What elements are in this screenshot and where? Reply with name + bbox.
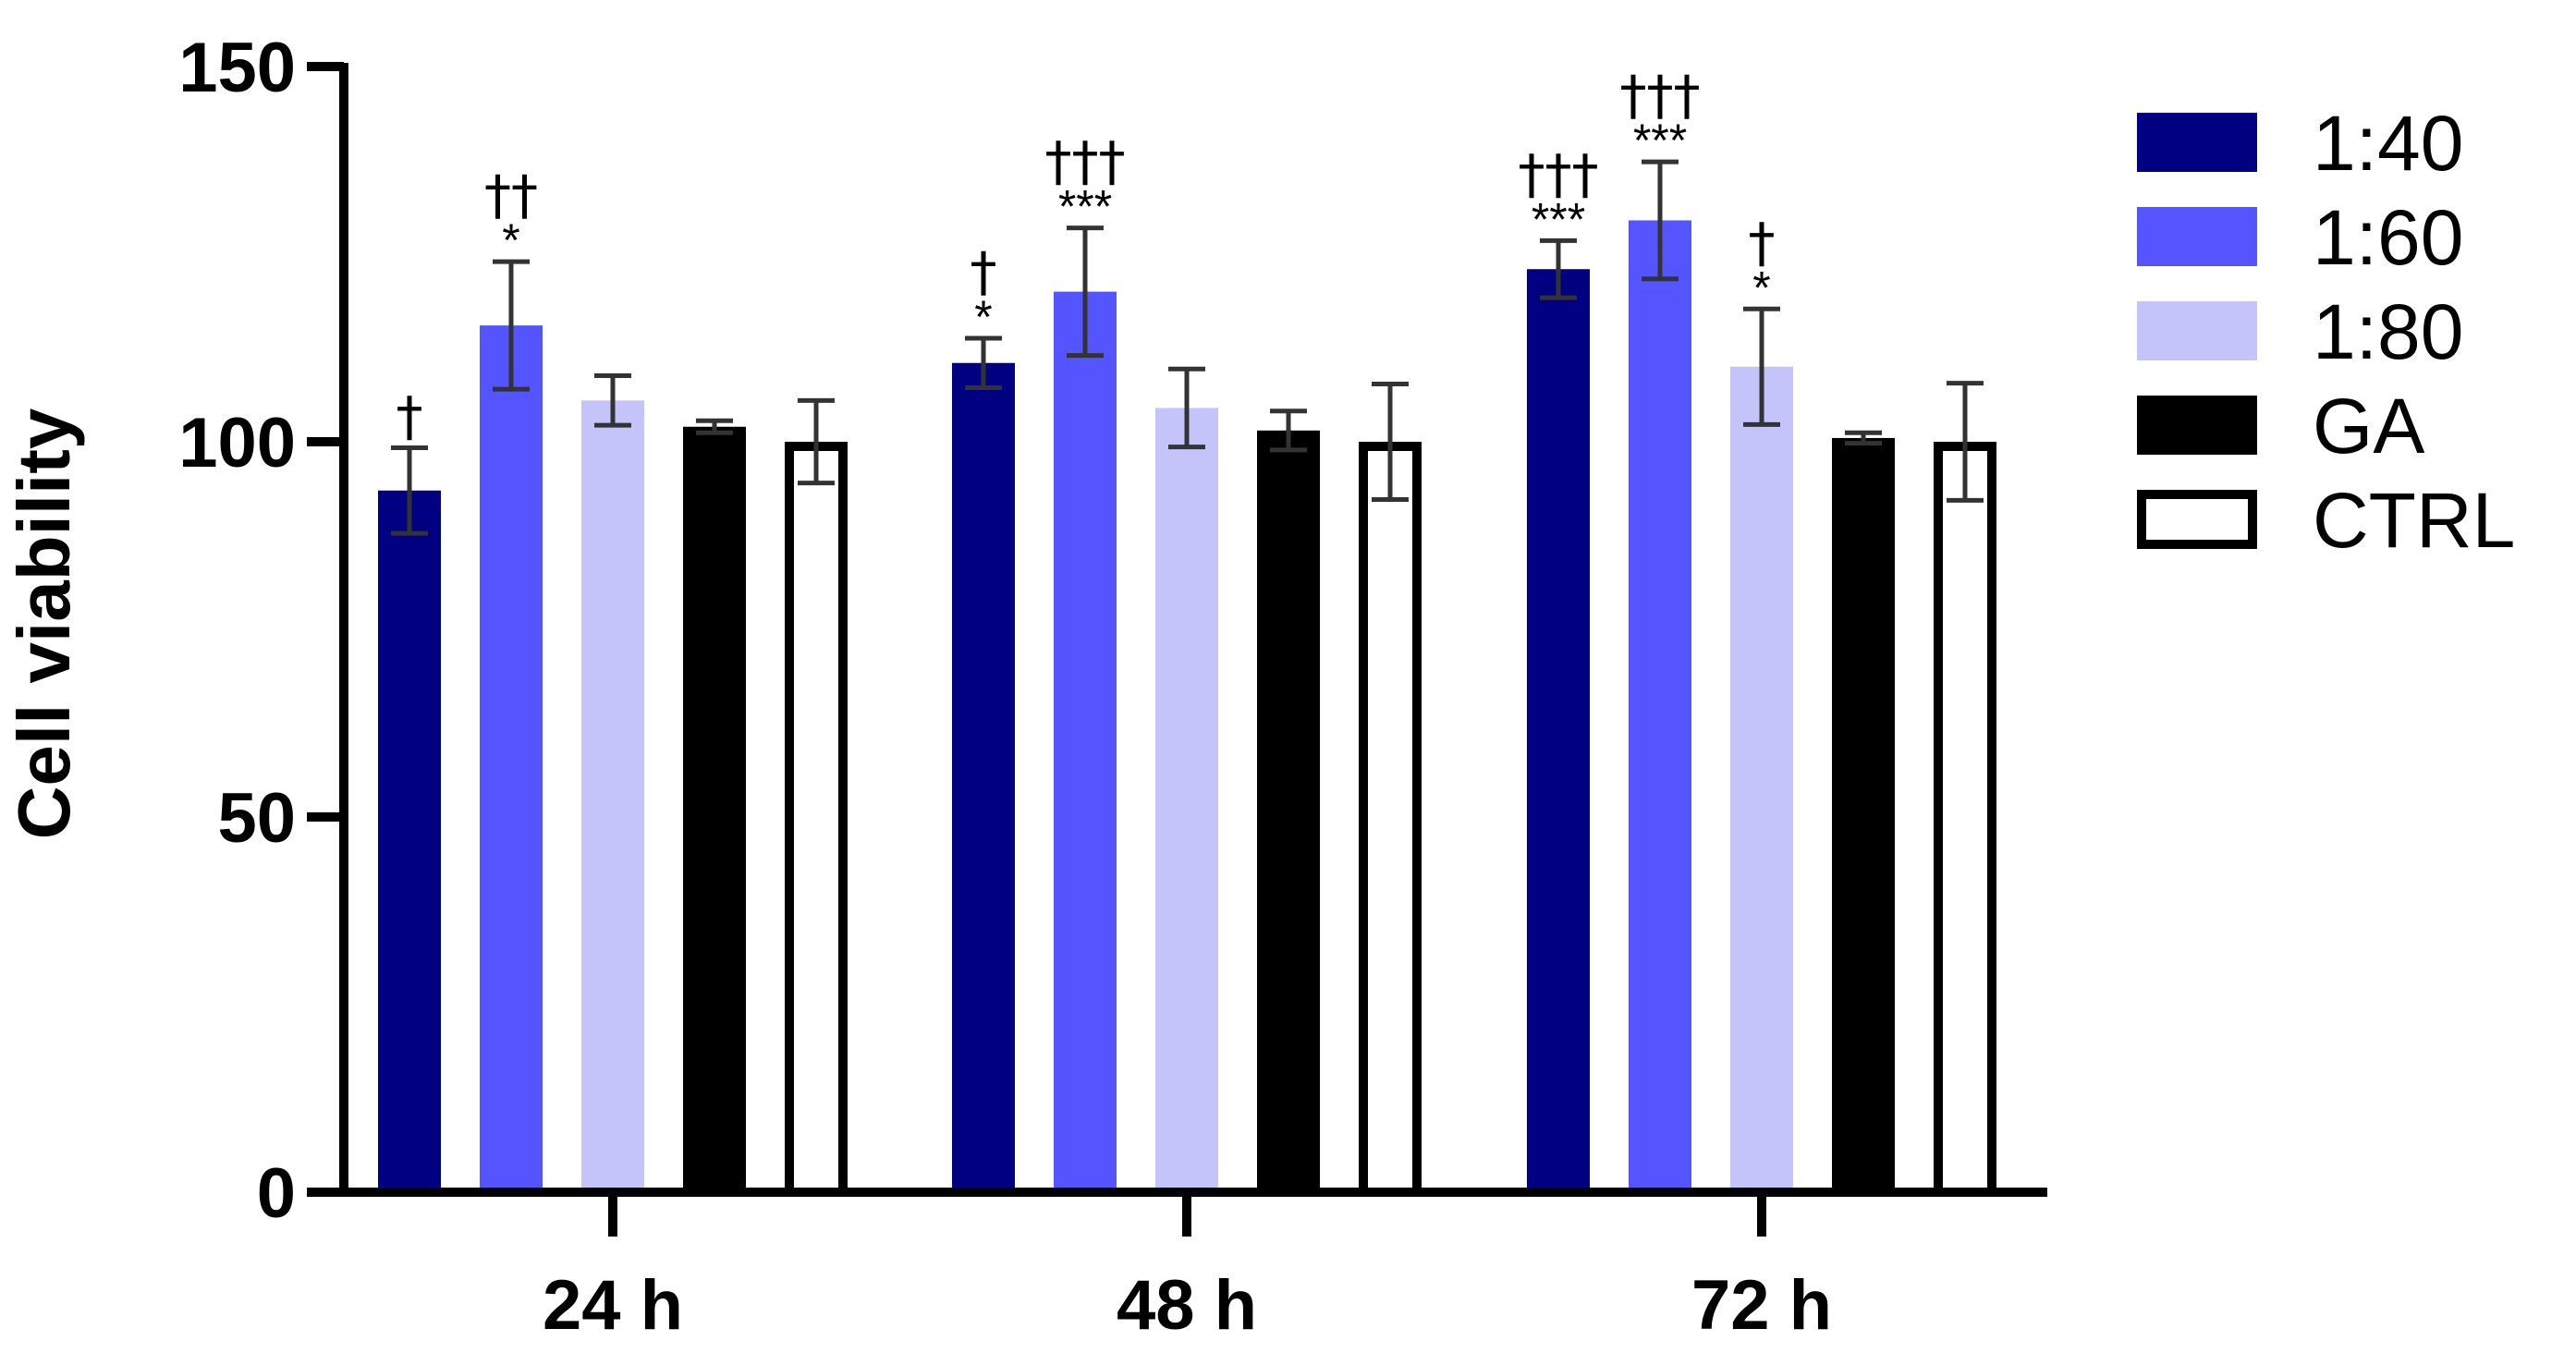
significance-daggers: † [397, 384, 423, 447]
bar-ga-72h [1832, 437, 1895, 1192]
legend-item-1-40: 1:40 [2137, 100, 2464, 187]
x-tick-label: 72 h [1691, 1266, 1832, 1345]
error-bar [1743, 306, 1780, 427]
bar-1-40-48h [952, 362, 1015, 1192]
significance-stars: * [502, 214, 519, 266]
legend-swatch [2137, 207, 2257, 266]
significance-daggers: ††† [1045, 130, 1126, 193]
bar-1-60-72h [1629, 220, 1691, 1193]
legend-label: GA [2313, 383, 2424, 469]
significance-stars: * [974, 291, 992, 343]
y-axis-title: Cell viability [3, 408, 85, 839]
y-tick-label: 100 [178, 404, 296, 482]
legend-label: CTRL [2313, 477, 2515, 564]
significance-daggers: ††† [1620, 64, 1701, 127]
legend-swatch [2137, 301, 2257, 360]
bar-ctrl-24h [785, 442, 848, 1197]
error-bar [965, 335, 1002, 391]
legend-item-ctrl: CTRL [2137, 477, 2515, 564]
error-bar [1947, 381, 1984, 503]
y-tick-label: 0 [257, 1154, 296, 1233]
legend-swatch [2137, 490, 2257, 549]
bars-layer [378, 220, 1996, 1197]
legend-item-1-80: 1:80 [2137, 288, 2464, 375]
legend-swatch [2137, 396, 2257, 455]
error-bar [391, 445, 428, 536]
error-bar [1067, 226, 1104, 359]
bar-1-80-72h [1730, 366, 1793, 1192]
bar-1-80-24h [581, 400, 644, 1193]
legend-label: 1:80 [2313, 288, 2464, 375]
error-bar [1270, 408, 1307, 453]
legend-item-ga: GA [2137, 383, 2424, 469]
bar-ctrl-48h [1359, 442, 1422, 1197]
significance-daggers: † [1749, 211, 1776, 274]
legend-item-1-60: 1:60 [2137, 194, 2464, 281]
error-bar [1845, 430, 1882, 446]
bar-ga-48h [1257, 430, 1320, 1192]
bar-1-60-24h [480, 325, 543, 1192]
error-bar [493, 259, 530, 392]
significance-stars: *** [1633, 115, 1687, 166]
error-bars-layer [391, 159, 1984, 536]
error-bar [696, 418, 733, 435]
error-bar [1168, 366, 1205, 450]
legend-label: 1:60 [2313, 194, 2464, 281]
error-bar [1642, 159, 1679, 282]
legend-swatch [2137, 113, 2257, 172]
legend-label: 1:40 [2313, 100, 2464, 187]
error-bar [594, 373, 631, 428]
bar-1-40-24h [378, 490, 441, 1192]
error-bar [798, 397, 835, 486]
bar-ctrl-72h [1934, 442, 1996, 1197]
x-tick-label: 48 h [1117, 1266, 1257, 1345]
bar-1-40-72h [1527, 269, 1590, 1192]
significance-stars: * [1752, 262, 1770, 313]
y-tick-label: 150 [178, 29, 296, 107]
bar-1-80-48h [1155, 408, 1218, 1193]
error-bar [1372, 381, 1409, 503]
x-tick-label: 24 h [543, 1266, 683, 1345]
significance-annotations-layer: †*†***†††*†† ***††† ***†††*† [397, 64, 1776, 447]
error-bar [1540, 238, 1577, 300]
y-tick-label: 50 [217, 779, 296, 858]
bar-1-60-48h [1054, 291, 1117, 1193]
significance-stars: *** [1058, 181, 1112, 233]
significance-stars: *** [1532, 193, 1585, 245]
significance-daggers: ††† [1519, 142, 1599, 205]
significance-daggers: † [971, 240, 997, 303]
bar-ga-24h [683, 426, 746, 1192]
significance-daggers: †† [484, 164, 538, 226]
axes-layer: 0 50 100 150 24 h 48 h 72 h [178, 29, 2047, 1345]
